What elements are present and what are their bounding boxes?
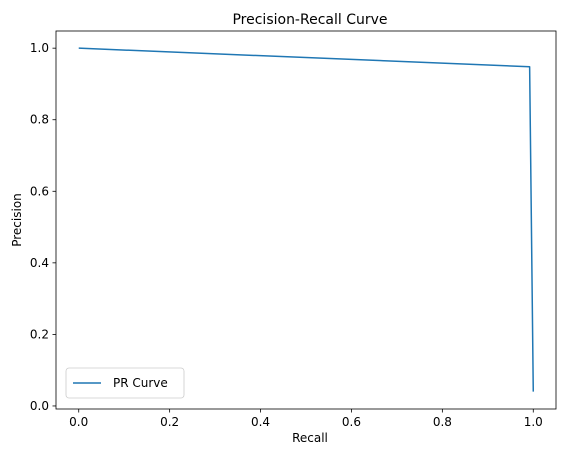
x-tick-label: 0.2 xyxy=(160,415,179,429)
y-tick-label: 0.4 xyxy=(30,256,49,270)
y-axis-label: Precision xyxy=(10,193,24,247)
y-tick-label: 1.0 xyxy=(30,41,49,55)
chart-title: Precision-Recall Curve xyxy=(232,12,387,28)
plot-frame xyxy=(55,30,557,410)
pr-curve-line xyxy=(78,47,535,392)
legend-box xyxy=(65,367,185,399)
y-tick-label: 0.8 xyxy=(30,113,49,127)
legend-label: PR Curve xyxy=(113,376,168,390)
x-axis-ticks: 0.0 0.2 0.4 0.6 0.8 1.0 xyxy=(69,409,543,429)
plot-area xyxy=(56,31,556,409)
x-axis-label: Recall xyxy=(292,431,328,445)
x-tick-label: 0.6 xyxy=(342,415,361,429)
y-tick-label: 0.2 xyxy=(30,327,49,341)
legend: PR Curve xyxy=(65,367,185,399)
x-tick-label: 1.0 xyxy=(524,415,543,429)
y-tick-label: 0.0 xyxy=(30,399,49,413)
x-tick-label: 0.4 xyxy=(251,415,270,429)
x-tick-label: 0.8 xyxy=(433,415,452,429)
y-axis-ticks: 0.0 0.2 0.4 0.6 0.8 1.0 xyxy=(30,41,56,413)
x-tick-label: 0.0 xyxy=(69,415,88,429)
y-tick-label: 0.6 xyxy=(30,184,49,198)
